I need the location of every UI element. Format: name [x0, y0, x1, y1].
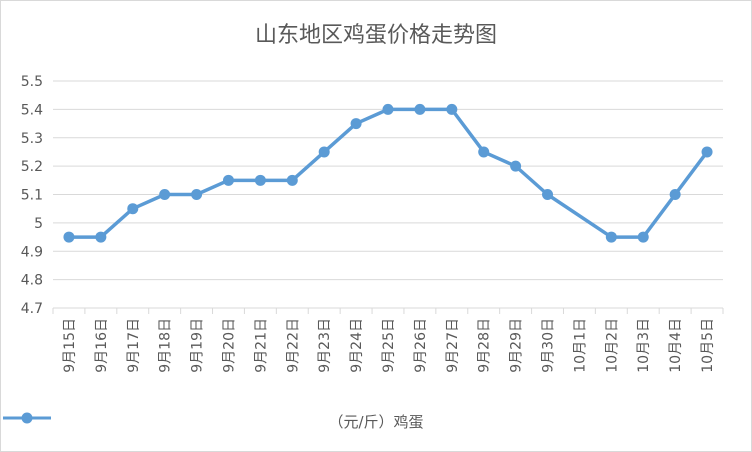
x-tick-label: 9月19日	[190, 318, 206, 373]
x-tick-label: 9月29日	[509, 318, 525, 373]
y-tick-label: 4.9	[21, 244, 43, 260]
data-point	[605, 231, 617, 243]
legend-label: （元/斤）鸡蛋	[328, 413, 424, 431]
x-tick-label: 9月16日	[94, 318, 110, 373]
x-tick-label: 9月17日	[126, 318, 142, 373]
data-point	[191, 189, 203, 200]
data-point	[286, 174, 298, 186]
y-tick-label: 5.1	[21, 188, 43, 204]
y-tick-label: 5.2	[21, 159, 43, 175]
data-point	[669, 189, 681, 200]
data-point	[382, 103, 394, 115]
legend-line-marker-icon	[3, 412, 51, 424]
data-point	[350, 118, 362, 130]
data-point	[159, 189, 171, 200]
x-tick-label: 10月1日	[572, 318, 588, 373]
data-point	[510, 160, 522, 172]
x-tick-label: 9月20日	[221, 318, 237, 373]
x-tick-label: 9月15日	[62, 318, 78, 373]
y-tick-label: 5.3	[21, 131, 43, 147]
x-tick-label: 10月4日	[668, 318, 684, 373]
chart-title: 山东地区鸡蛋价格走势图	[254, 23, 497, 48]
x-tick-label: 10月2日	[604, 318, 620, 373]
data-point	[446, 103, 458, 115]
x-tick-label: 9月26日	[413, 318, 429, 373]
x-tick-label: 10月3日	[636, 318, 652, 373]
x-tick-label: 9月25日	[381, 318, 397, 373]
legend: （元/斤）鸡蛋	[1, 411, 751, 432]
data-point	[318, 146, 330, 158]
data-point	[542, 189, 554, 200]
x-tick-label: 10月5日	[700, 318, 716, 373]
x-tick-label: 9月30日	[541, 318, 557, 373]
y-tick-label: 5.4	[21, 102, 43, 118]
x-tick-label: 9月28日	[477, 318, 493, 373]
data-point	[701, 146, 713, 158]
x-tick-label: 9月24日	[349, 318, 365, 373]
data-point	[127, 203, 139, 215]
data-point	[478, 146, 490, 158]
x-tick-label: 9月22日	[285, 318, 301, 373]
y-tick-label: 5	[34, 216, 43, 232]
y-tick-label: 5.5	[21, 74, 43, 90]
x-tick-label: 9月27日	[445, 318, 461, 373]
y-tick-label: 4.8	[21, 273, 43, 289]
y-tick-label: 4.7	[21, 301, 43, 317]
data-point	[222, 174, 234, 186]
x-tick-label: 9月23日	[317, 318, 333, 373]
data-point	[95, 231, 107, 243]
x-tick-label: 9月18日	[158, 318, 174, 373]
series-line	[67, 107, 709, 239]
data-point	[637, 231, 649, 243]
data-point	[414, 103, 426, 115]
x-tick-label: 9月21日	[253, 318, 269, 373]
data-point	[63, 231, 75, 243]
data-point	[254, 174, 266, 186]
plot-area: 4.7 4.8 4.9 5 5.1 5.2 5.3 5.4 5.5 9月15日 9月16日 9月17日…	[21, 74, 724, 373]
